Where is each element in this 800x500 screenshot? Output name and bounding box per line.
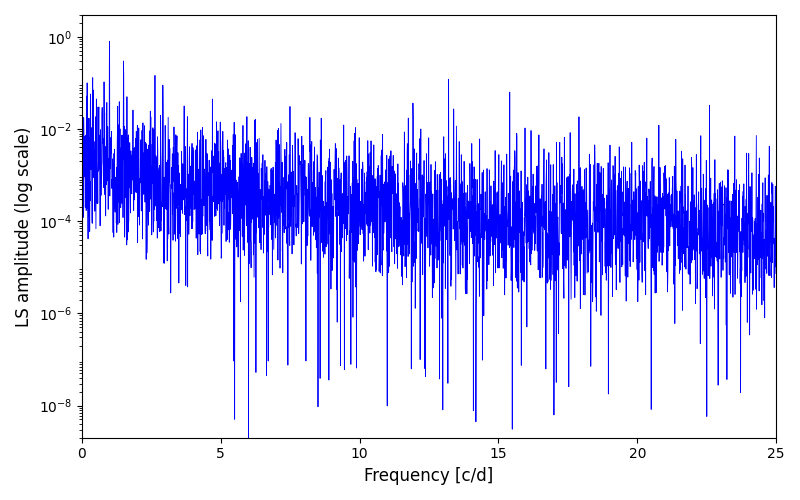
X-axis label: Frequency [c/d]: Frequency [c/d] [364,467,494,485]
Y-axis label: LS amplitude (log scale): LS amplitude (log scale) [15,126,33,326]
